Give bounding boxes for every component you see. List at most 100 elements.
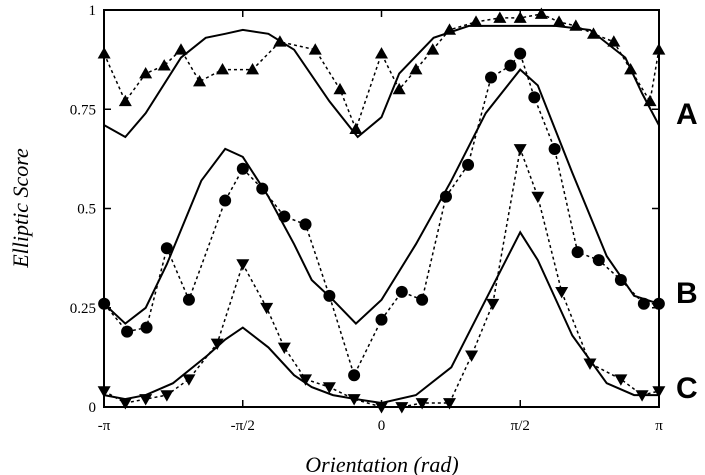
triangle-up-marker (193, 74, 207, 87)
x-tick-label: -π/2 (231, 418, 255, 434)
triangle-down-marker (182, 374, 196, 386)
triangle-up-marker (409, 63, 423, 75)
circle-marker (416, 293, 429, 306)
triangle-down-marker (375, 402, 388, 414)
triangle-down-marker (583, 358, 597, 370)
circle-marker (256, 182, 269, 195)
triangle-up-marker (569, 19, 583, 31)
y-tick-label: 0.75 (70, 102, 96, 118)
panel-labels: A B C (676, 98, 698, 405)
circle-marker (121, 325, 134, 338)
triangle-up-marker (139, 67, 153, 79)
circle-marker (160, 242, 173, 255)
marker-layer (97, 7, 666, 414)
triangle-down-marker (260, 302, 274, 315)
circle-marker (348, 369, 361, 382)
circle-marker (614, 273, 627, 286)
triangle-down-marker (322, 382, 336, 394)
triangle-down-marker (513, 144, 527, 156)
x-tick-label: -π (98, 418, 111, 434)
circle-marker (236, 162, 249, 175)
triangle-down-marker (443, 398, 457, 410)
triangle-down-marker (531, 191, 545, 204)
triangle-up-marker (375, 47, 388, 59)
triangle-down-marker (555, 286, 569, 299)
triangle-up-marker (157, 59, 171, 71)
triangle-down-marker (210, 338, 224, 350)
triangle-up-marker (493, 11, 507, 23)
circle-marker (514, 47, 527, 60)
triangle-up-marker (246, 63, 260, 75)
circle-marker (462, 158, 475, 171)
triangle-up-marker (97, 47, 111, 59)
triangle-down-marker (395, 402, 409, 414)
triangle-up-marker (586, 27, 600, 39)
x-tick-label: 0 (378, 418, 386, 434)
triangle-up-marker (273, 35, 287, 47)
triangle-down-marker (118, 398, 132, 410)
circle-marker (278, 210, 291, 223)
fit-line-5 (103, 230, 659, 405)
triangle-up-marker (392, 82, 406, 95)
triangle-down-marker (415, 398, 429, 410)
triangle-down-marker (299, 374, 313, 386)
y-tick-label: 1 (89, 3, 97, 19)
circle-marker (219, 194, 232, 207)
y-axis-title: Elliptic Score (8, 148, 33, 269)
fit-line-1 (103, 24, 660, 139)
triangle-up-marker (118, 94, 132, 107)
triangle-down-marker (236, 259, 250, 271)
circle-marker (652, 297, 665, 310)
triangle-down-marker (139, 394, 153, 406)
x-axis-title: Orientation (rad) (305, 452, 458, 475)
triangle-up-marker (174, 43, 188, 55)
triangle-up-marker (469, 15, 483, 27)
triangle-down-marker (614, 374, 628, 386)
triangle-down-marker (277, 342, 291, 354)
triangle-up-marker (652, 43, 666, 55)
triangle-up-marker (552, 15, 566, 27)
triangle-up-marker (349, 122, 363, 134)
circle-marker (182, 293, 195, 306)
circle-marker (323, 289, 336, 302)
circle-marker (439, 190, 452, 203)
triangle-down-marker (635, 390, 649, 402)
triangle-down-marker (97, 386, 111, 398)
circle-marker (528, 91, 541, 104)
y-tick-label: 0 (89, 400, 97, 416)
circle-marker (98, 297, 111, 310)
triangle-up-marker (534, 7, 548, 19)
circle-marker (548, 142, 561, 155)
data-line-2 (103, 52, 659, 378)
panel-label-a: A (676, 98, 698, 131)
panel-label-c: C (676, 372, 698, 405)
circle-marker (485, 71, 498, 84)
triangle-down-marker (486, 298, 500, 311)
plot-frame (103, 9, 660, 408)
circle-marker (637, 297, 650, 310)
triangle-up-marker (426, 43, 440, 55)
triangle-up-marker (643, 94, 657, 107)
circle-marker (395, 285, 408, 298)
triangle-up-marker (624, 63, 638, 75)
circle-marker (140, 321, 153, 334)
axis-ticks: -π -π/2 0 π/2 π 0 0.25 0.5 0.75 1 (70, 3, 663, 434)
fit-line-3 (103, 68, 660, 326)
x-tick-label: π/2 (511, 418, 530, 434)
circle-marker (375, 313, 388, 326)
y-tick-label: 0.5 (77, 202, 96, 218)
circle-marker (571, 246, 584, 259)
triangle-up-marker (443, 23, 457, 35)
y-tick-label: 0.25 (70, 301, 96, 317)
triangle-up-marker (216, 63, 230, 75)
circle-marker (592, 254, 605, 267)
triangle-up-marker (308, 43, 322, 55)
panel-label-b: B (676, 277, 698, 310)
triangle-up-marker (333, 82, 347, 95)
triangle-down-marker (465, 350, 479, 362)
triangle-down-marker (160, 390, 174, 402)
triangle-up-marker (607, 35, 621, 47)
triangle-down-marker (347, 394, 361, 406)
triangle-down-marker (652, 386, 666, 398)
